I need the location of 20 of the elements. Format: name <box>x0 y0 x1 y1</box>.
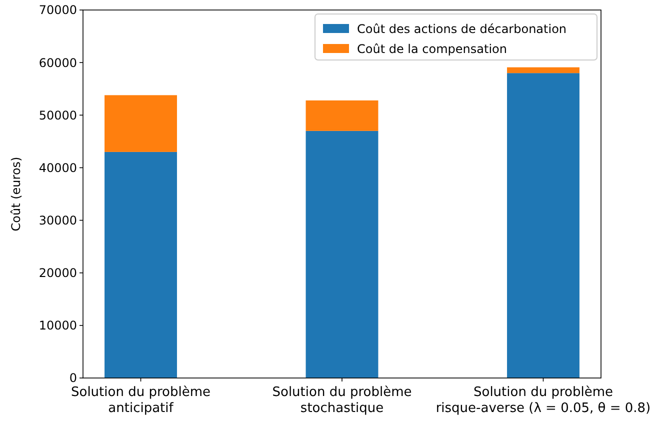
y-tick-label: 60000 <box>38 56 77 70</box>
y-tick-label: 10000 <box>38 318 77 333</box>
y-tick-label: 50000 <box>38 108 77 122</box>
bar <box>104 152 177 378</box>
x-tick-label: Solution du problème risque-averse (λ = 0.05, θ = 0.8) <box>436 385 651 416</box>
bar <box>306 130 378 378</box>
y-tick-label: 0 <box>69 371 77 386</box>
y-tick-label: 30000 <box>38 213 77 228</box>
y-tick-label: 40000 <box>38 160 77 175</box>
legend-label: Coût des actions de décarbonation <box>357 22 567 36</box>
bar <box>306 100 378 131</box>
y-tick-label: 20000 <box>38 266 77 280</box>
bar <box>507 67 580 74</box>
bar <box>507 73 580 378</box>
y-tick-label: 70000 <box>38 3 77 18</box>
legend-label: Coût de la compensation <box>357 42 507 56</box>
x-tick-label: Solution du problème anticipatif <box>71 385 211 416</box>
x-tick-label: Solution du problème stochastique <box>272 385 412 416</box>
y-axis-title: Coût (euros) <box>9 156 23 232</box>
bar <box>104 95 177 152</box>
